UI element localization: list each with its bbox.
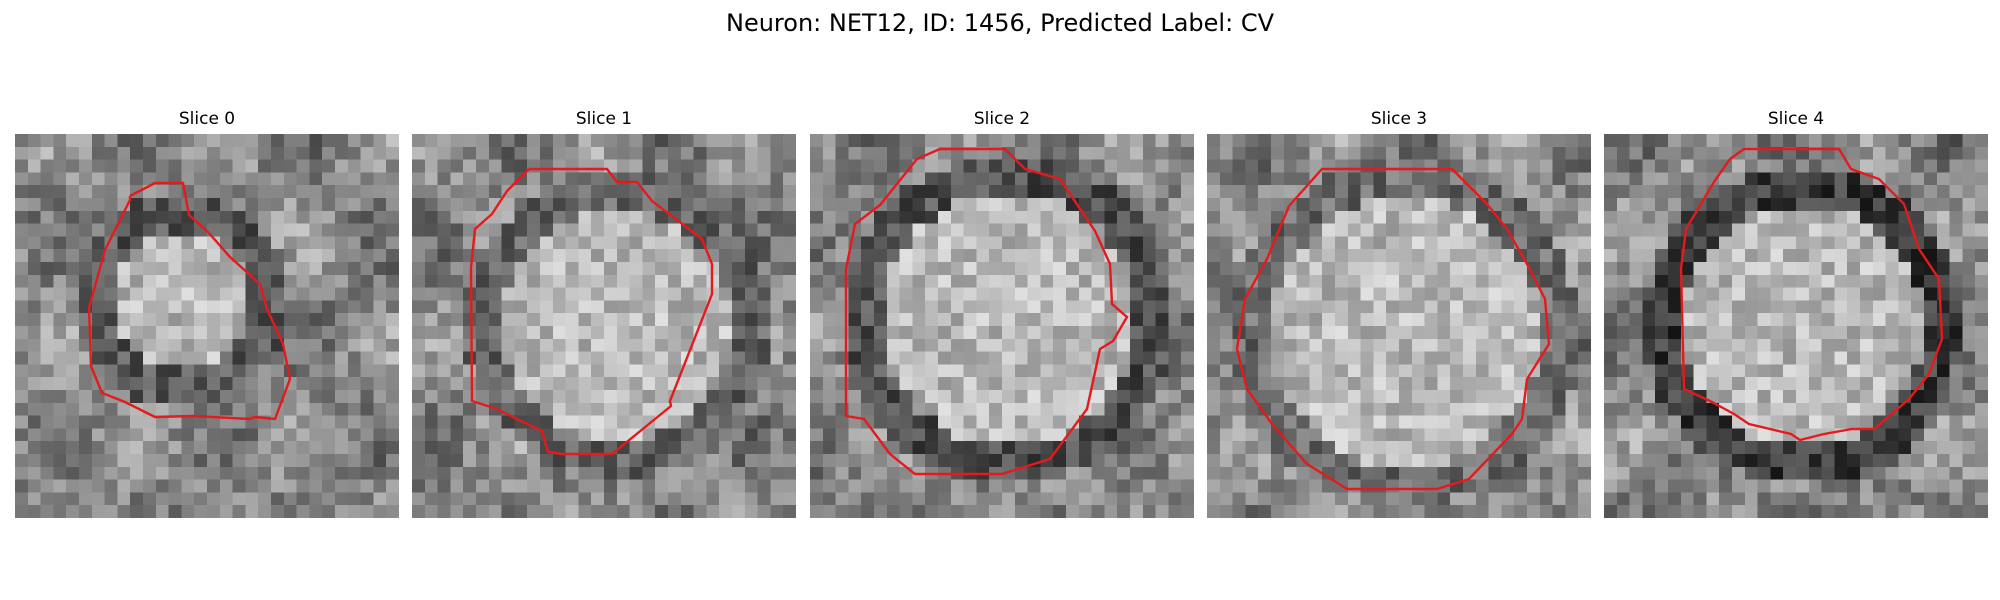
slice-panel-3: Slice 3 bbox=[1207, 108, 1591, 518]
slice-panel-1: Slice 1 bbox=[412, 108, 796, 518]
slice-panel-0: Slice 0 bbox=[15, 108, 399, 518]
grayscale-patch bbox=[810, 134, 1194, 518]
slice-panel-2: Slice 2 bbox=[810, 108, 1194, 518]
segmentation-contour bbox=[1679, 147, 1944, 442]
slice-image bbox=[412, 134, 796, 518]
contour-outline bbox=[844, 147, 1129, 476]
segmentation-contour bbox=[844, 147, 1129, 476]
contour-outline bbox=[469, 167, 714, 456]
slice-panel-4: Slice 4 bbox=[1604, 108, 1988, 518]
grayscale-patch bbox=[1207, 134, 1591, 518]
contour-outline bbox=[1679, 147, 1944, 442]
slice-image bbox=[1207, 134, 1591, 518]
segmentation-contour bbox=[87, 181, 292, 421]
slice-title: Slice 3 bbox=[1370, 109, 1428, 129]
contour-outline bbox=[1235, 167, 1551, 491]
segmentation-contour bbox=[1235, 167, 1551, 491]
slice-title: Slice 0 bbox=[178, 109, 236, 129]
grayscale-patch bbox=[1604, 134, 1988, 518]
slice-title: Slice 2 bbox=[973, 109, 1031, 129]
slice-image bbox=[810, 134, 1194, 518]
figure-title: Neuron: NET12, ID: 1456, Predicted Label… bbox=[726, 9, 1274, 37]
slice-title: Slice 4 bbox=[1767, 109, 1825, 129]
contour-outline bbox=[87, 181, 292, 421]
slice-image bbox=[15, 134, 399, 518]
slice-image bbox=[1604, 134, 1988, 518]
grayscale-patch bbox=[15, 134, 399, 518]
slice-title: Slice 1 bbox=[575, 109, 633, 129]
segmentation-contour bbox=[469, 167, 714, 456]
